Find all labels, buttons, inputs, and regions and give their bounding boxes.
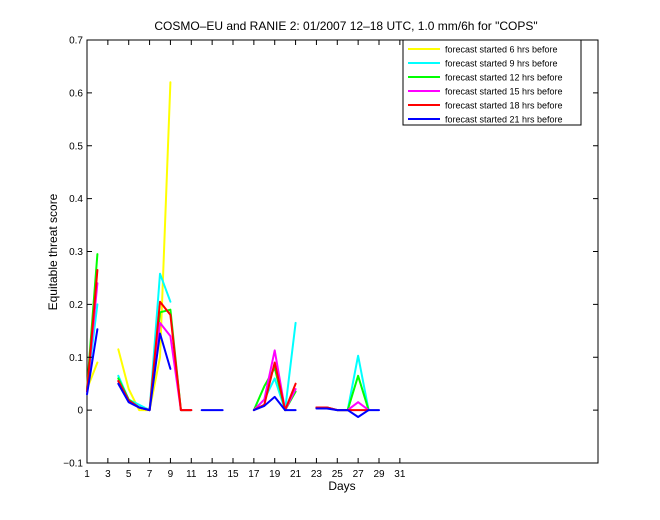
legend-label: forecast started 12 hrs before xyxy=(445,73,563,83)
series-line-segment xyxy=(315,407,380,418)
y-tick-label: 0.1 xyxy=(69,353,83,364)
x-axis-ticks: 1 3 5 7 9 11 13 15 17 19 21 23 25 27 29 31 xyxy=(84,40,406,480)
x-tick-label: 27 xyxy=(353,469,365,480)
y-axis-ticks: −0.1 0 0.1 0.2 0.3 0.4 0.5 0.6 0.7 xyxy=(63,36,598,470)
x-tick-label: 1 xyxy=(84,469,90,480)
y-tick-label: 0 xyxy=(77,406,83,417)
y-tick-label: 0.6 xyxy=(69,88,83,99)
x-tick-label: 25 xyxy=(332,469,344,480)
series-5 xyxy=(86,328,380,418)
y-tick-label: 0.2 xyxy=(69,300,83,311)
chart-title: COSMO–EU and RANIE 2: 01/2007 12–18 UTC,… xyxy=(154,19,537,33)
x-tick-label: 29 xyxy=(373,469,385,480)
series-line-segment xyxy=(117,332,172,412)
legend: forecast started 6 hrs before forecast st… xyxy=(402,39,582,126)
y-axis-label: Equitable threat score xyxy=(46,193,60,310)
x-tick-label: 13 xyxy=(207,469,219,480)
x-tick-label: 7 xyxy=(147,469,153,480)
series-line-segment xyxy=(86,269,99,393)
y-tick-label: 0.3 xyxy=(69,247,83,258)
series-line-segment xyxy=(117,300,193,412)
y-tick-label: 0.4 xyxy=(69,194,83,205)
legend-box xyxy=(402,39,582,126)
legend-label: forecast started 21 hrs before xyxy=(445,115,563,125)
x-tick-label: 21 xyxy=(290,469,302,480)
series-line-segment xyxy=(86,328,99,396)
series-line-segment xyxy=(252,395,297,412)
y-tick-label: −0.1 xyxy=(63,459,83,470)
series-layer xyxy=(86,81,380,418)
x-tick-label: 17 xyxy=(248,469,260,480)
x-tick-label: 15 xyxy=(227,469,239,480)
legend-label: forecast started 6 hrs before xyxy=(445,45,558,55)
x-tick-label: 31 xyxy=(394,469,406,480)
x-tick-label: 23 xyxy=(311,469,323,480)
x-tick-label: 3 xyxy=(105,469,111,480)
y-tick-label: 0.5 xyxy=(69,141,83,152)
x-tick-label: 11 xyxy=(186,469,197,480)
y-tick-label: 0.7 xyxy=(69,36,83,47)
x-tick-label: 19 xyxy=(269,469,281,480)
legend-items: forecast started 6 hrs before forecast st… xyxy=(408,45,563,125)
x-tick-label: 5 xyxy=(126,469,132,480)
legend-label: forecast started 9 hrs before xyxy=(445,59,558,69)
x-tick-label: 9 xyxy=(168,469,174,480)
legend-label: forecast started 18 hrs before xyxy=(445,101,563,111)
legend-label: forecast started 15 hrs before xyxy=(445,87,563,97)
x-axis-label: Days xyxy=(328,479,355,493)
